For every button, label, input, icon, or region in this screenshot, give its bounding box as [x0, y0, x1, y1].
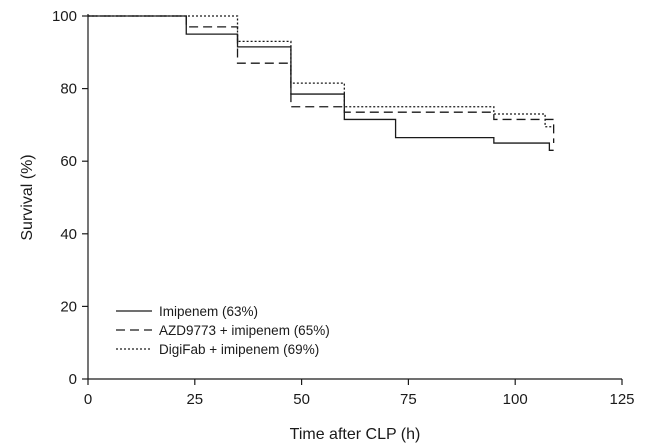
- axes: [87, 14, 622, 380]
- legend-label-1: Imipenem (63%): [159, 304, 258, 319]
- y-axis-title: Survival (%): [19, 154, 36, 240]
- x-tick-label: 0: [84, 391, 92, 408]
- survival-curve-2: [88, 15, 555, 144]
- survival-curve-3: [88, 15, 554, 128]
- y-tick-label: 20: [60, 298, 77, 315]
- x-tick-label: 100: [503, 391, 528, 408]
- legend: Imipenem (63%) AZD9773 + imipenem (65%) Di…: [116, 304, 330, 357]
- ticks: 0 25 50 75 100 125 0 20 40 60 80 100: [52, 8, 635, 408]
- y-tick-label: 40: [60, 226, 77, 243]
- y-tick-label: 100: [52, 8, 77, 25]
- x-tick-label: 125: [609, 391, 634, 408]
- y-tick-label: 80: [60, 81, 77, 98]
- x-tick-label: 25: [186, 391, 203, 408]
- legend-label-2: AZD9773 + imipenem (65%): [159, 323, 330, 338]
- y-tick-label: 0: [69, 371, 77, 388]
- legend-label-3: DigiFab + imipenem (69%): [159, 342, 319, 357]
- x-tick-label: 50: [293, 391, 310, 408]
- x-axis-title: Time after CLP (h): [290, 426, 421, 443]
- y-tick-label: 60: [60, 153, 77, 170]
- series-lines: [88, 15, 555, 151]
- survival-curve-1: [88, 15, 554, 151]
- x-tick-label: 75: [400, 391, 417, 408]
